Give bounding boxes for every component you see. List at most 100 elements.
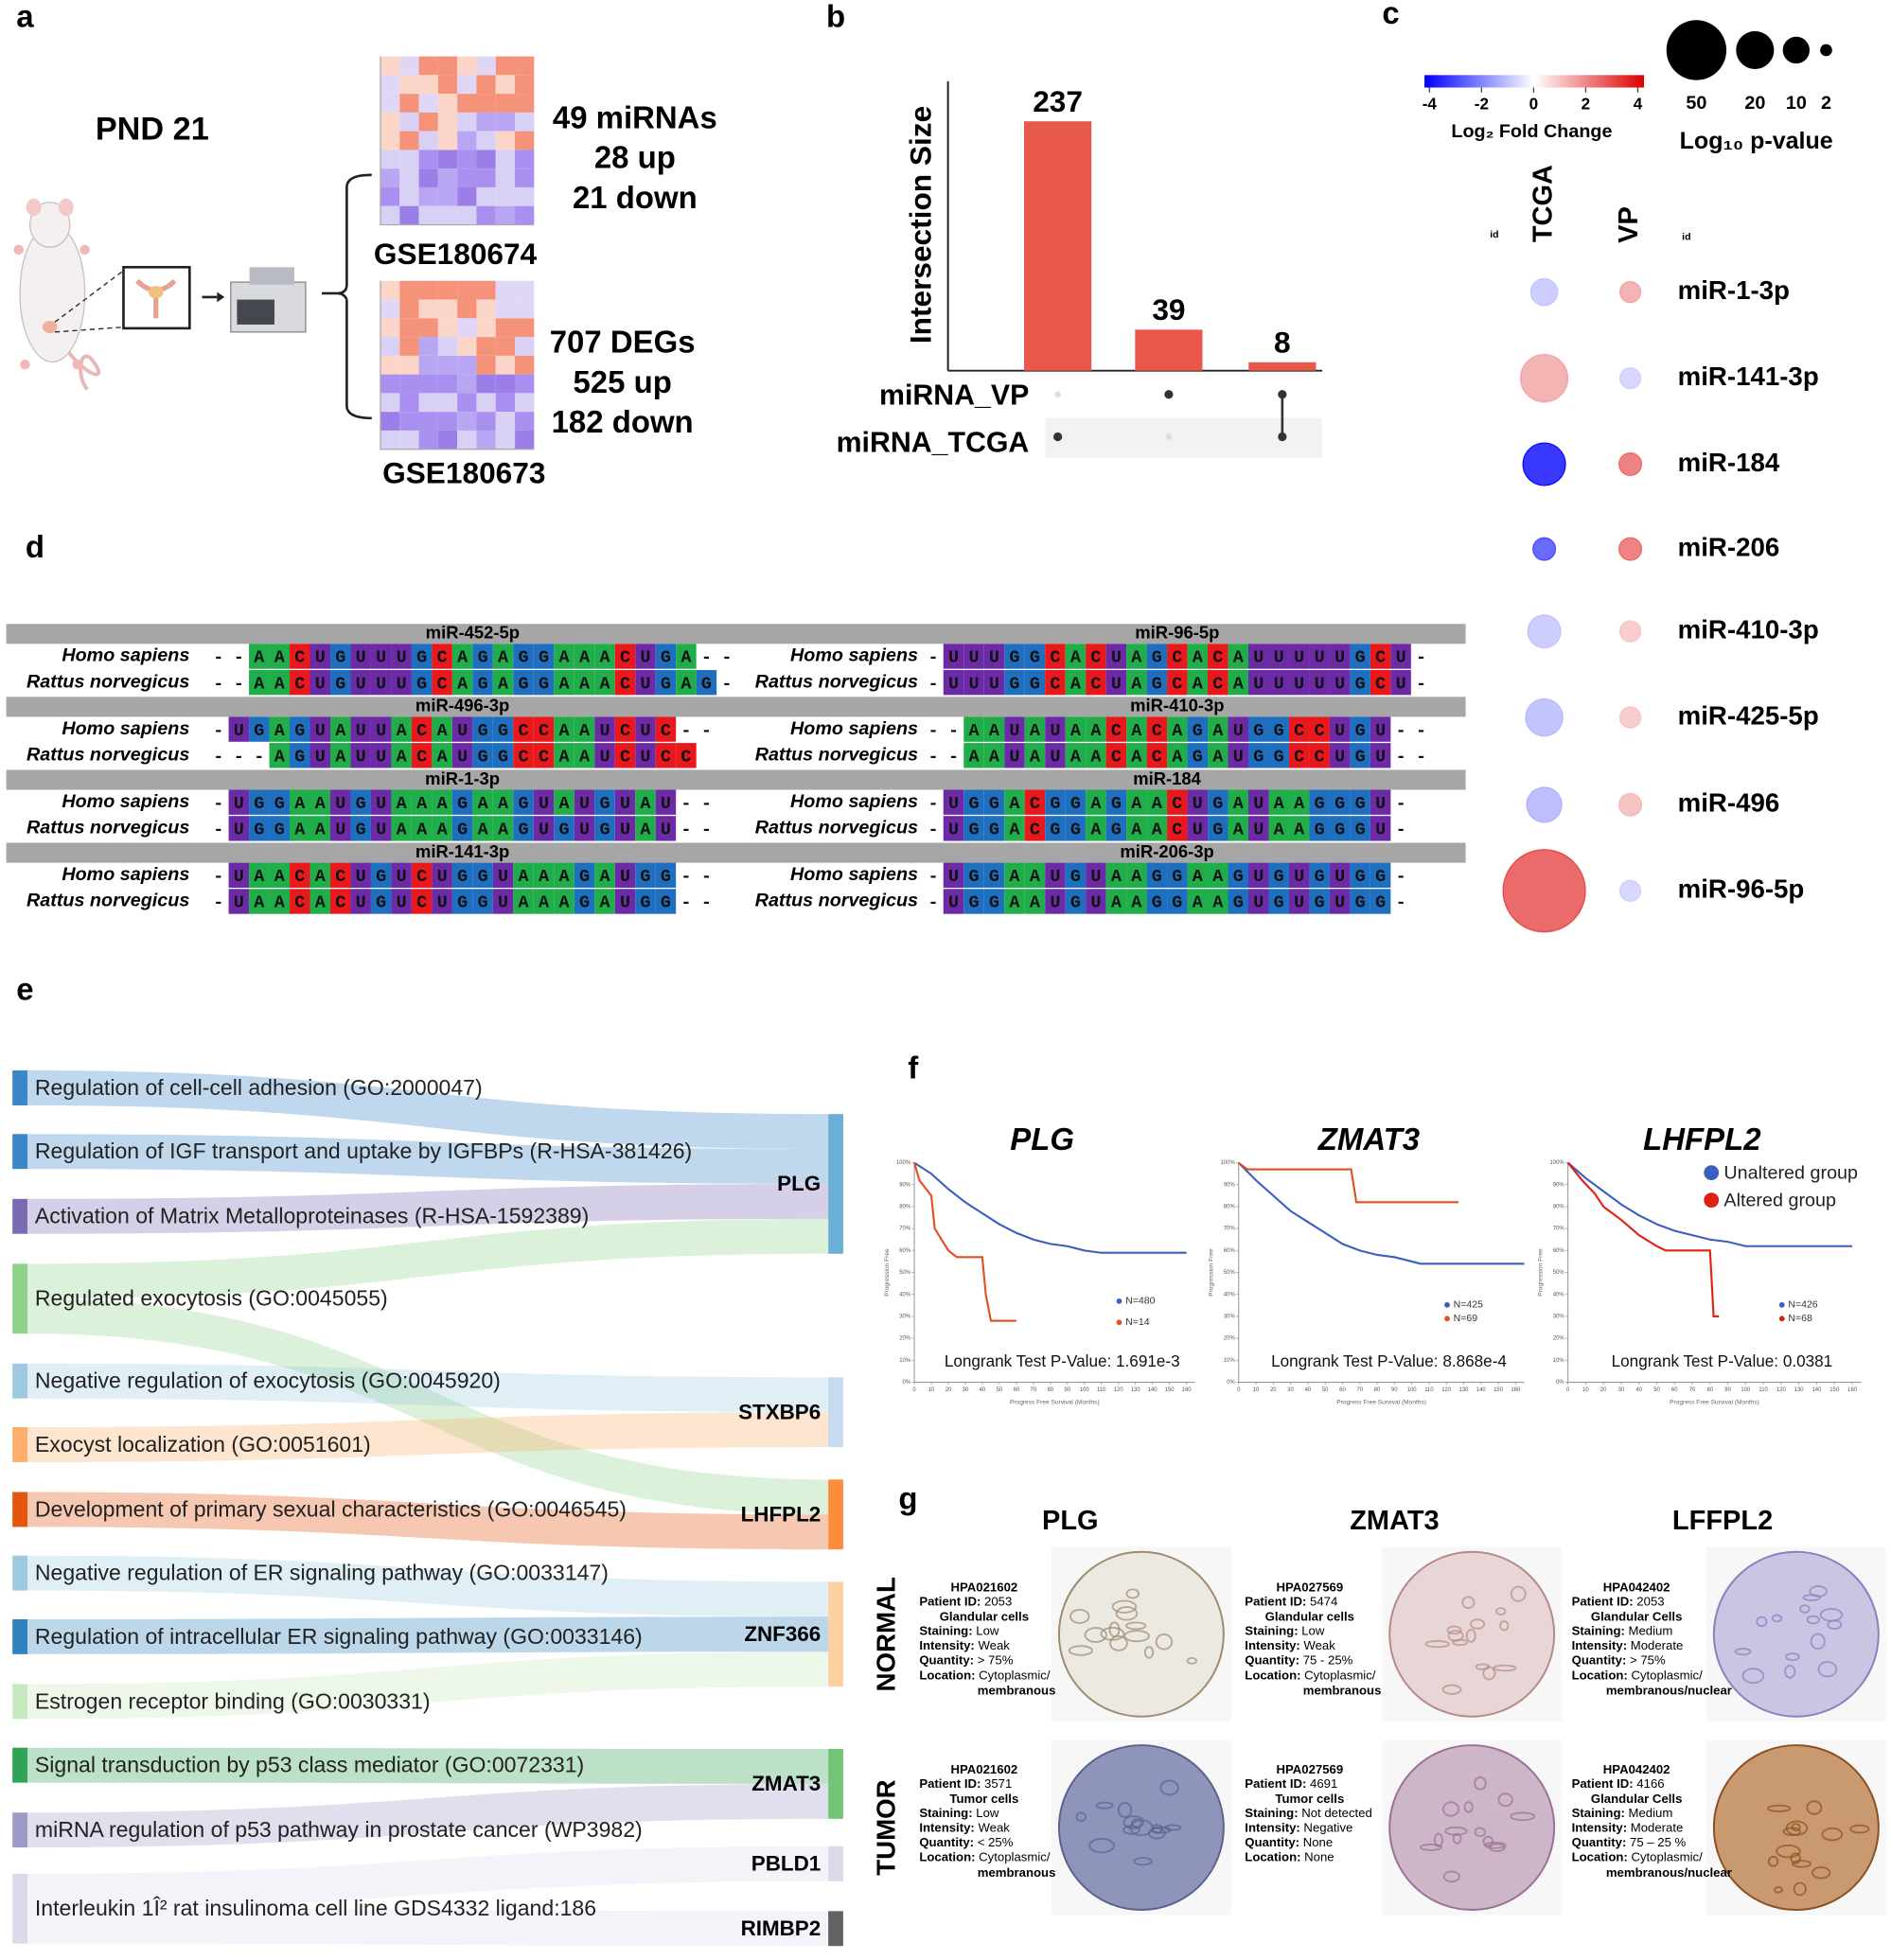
sankey-link [27, 1492, 829, 1550]
ihc-field-value: < 25% [974, 1836, 1014, 1850]
nucleotide-cell [574, 743, 595, 768]
nucleotide-cell [1105, 644, 1127, 669]
heatmap-cell [380, 150, 400, 169]
alignment-header-bar [6, 842, 1466, 863]
heatmap-cell [437, 186, 458, 206]
nucleotide-cell [290, 669, 310, 696]
nucleotide-cell [269, 669, 291, 696]
nucleotide-cell [533, 816, 555, 841]
nucleotide-cell [1309, 862, 1330, 888]
ihc-field: Location: Cytoplasmic/ [1572, 1850, 1704, 1864]
x-tick-label: 80 [1048, 1387, 1054, 1393]
nucleotide-cell [1309, 789, 1330, 815]
ihc-field: Intensity: Weak [1245, 1639, 1335, 1653]
ihc-field-value: Cytoplasmic/ [976, 1850, 1051, 1864]
nucleotide-cell [963, 862, 984, 888]
tissue-core [1712, 1550, 1880, 1718]
tissue-feature [1122, 1815, 1144, 1829]
nucleotide-cell [594, 862, 615, 888]
ihc-field-key: Staining: [919, 1624, 972, 1638]
nucleotide-cell [1208, 743, 1228, 768]
x-tick-label: 130 [1131, 1387, 1141, 1393]
nucleotide-cell [309, 789, 330, 815]
nucleotide-cell [1329, 789, 1351, 815]
heatmap-cell [380, 131, 400, 150]
ihc-field-key: Location: [1245, 1669, 1300, 1683]
nucleotide-cell [1309, 743, 1330, 768]
ihc-field-key: Patient ID: [1572, 1776, 1634, 1791]
n-legend-label: N=69 [1454, 1313, 1478, 1324]
nucleotide-cell [1146, 889, 1168, 914]
nucleotide-cell [1004, 889, 1025, 914]
ihc-field: Quantity: 75 - 25% [1245, 1653, 1352, 1668]
sequence: -UGGAAUGUAAAGAAGUGUGUAU-- [213, 821, 712, 840]
nucleotide-cell [1228, 716, 1248, 742]
nucleotide-cell [1208, 716, 1228, 742]
heatmap-cell [515, 150, 535, 169]
nucleotide-cell [1065, 862, 1087, 888]
nucleotide-cell [1024, 743, 1046, 768]
nucleotide-cell [1105, 816, 1127, 841]
nucleotide-cell [1268, 716, 1289, 742]
sankey-link [27, 1783, 829, 1848]
nucleotide-cell [432, 862, 452, 888]
nucleotide-cell [1187, 644, 1209, 669]
ihc-field: Patient ID: 3571 [919, 1776, 1012, 1791]
nucleotide-cell [1126, 716, 1147, 742]
sankey-gene-node [828, 1911, 843, 1947]
size-legend-circle [1782, 36, 1811, 64]
nucleotide-cell [533, 889, 555, 914]
n-legend-label: N=480 [1125, 1296, 1155, 1307]
ihc-field: Intensity: Weak [919, 1821, 1010, 1835]
nucleotide-cell [1370, 716, 1391, 742]
heatmap-cell [418, 318, 438, 338]
nucleotide-cell [513, 816, 534, 841]
species-label: Rattus norvegicus [27, 818, 189, 839]
tissue-feature [1495, 1607, 1507, 1616]
nucleotide-cell [1370, 669, 1391, 696]
nucleotide-cell [1065, 743, 1087, 768]
heatmap-cell [476, 75, 496, 95]
ihc-text: HPA021602 [951, 1762, 1018, 1776]
nucleotide-cell [411, 789, 433, 815]
nucleotide-cell [554, 889, 574, 914]
ihc-field-value: Cytoplasmic/ [1628, 1669, 1703, 1683]
heatmap-cell [437, 337, 458, 356]
dataset-name: GSE180674 [374, 237, 538, 271]
x-tick-label: 140 [1811, 1387, 1822, 1393]
heatmap-cell [380, 280, 400, 300]
heatmap-cell [476, 186, 496, 206]
nucleotide-cell [1045, 862, 1066, 888]
set-label: miRNA_VP [879, 380, 1029, 411]
y-tick-label: 10% [1553, 1358, 1565, 1364]
sankey-term-node [12, 1555, 27, 1591]
x-tick-label: 0 [1237, 1387, 1241, 1393]
x-tick-label: 100 [1080, 1387, 1090, 1393]
ihc-text: Glandular Cells [1591, 1610, 1683, 1624]
sankey-term-node [12, 1070, 27, 1105]
nucleotide-cell [983, 669, 1005, 696]
nucleotide-cell [1370, 743, 1391, 768]
nucleotide-cell [1350, 862, 1370, 888]
sankey-term-node [12, 1812, 27, 1848]
nucleotide-cell [1004, 716, 1025, 742]
y-tick-label: 60% [899, 1248, 911, 1254]
nucleotide-cell [1247, 789, 1269, 815]
nucleotide-cell [1187, 716, 1209, 742]
nucleotide-cell [329, 716, 351, 742]
nucleotide-cell [513, 716, 534, 742]
ihc-text: Tumor cells [949, 1792, 1018, 1806]
nucleotide-cell [472, 716, 493, 742]
nucleotide-cell [1065, 789, 1087, 815]
nucleotide-cell [228, 716, 250, 742]
nucleotide-cell [1045, 716, 1066, 742]
nucleotide-cell [655, 789, 677, 815]
heatmap-cell [380, 205, 400, 225]
sankey-term-label: Regulation of intracellular ER signaling… [35, 1624, 643, 1649]
nucleotide-cell [249, 889, 270, 914]
row-label: miR-96-5p [1678, 874, 1805, 904]
nucleotide-cell [492, 644, 514, 669]
nucleotide-cell [574, 669, 595, 696]
species-label: Rattus norvegicus [755, 818, 918, 839]
